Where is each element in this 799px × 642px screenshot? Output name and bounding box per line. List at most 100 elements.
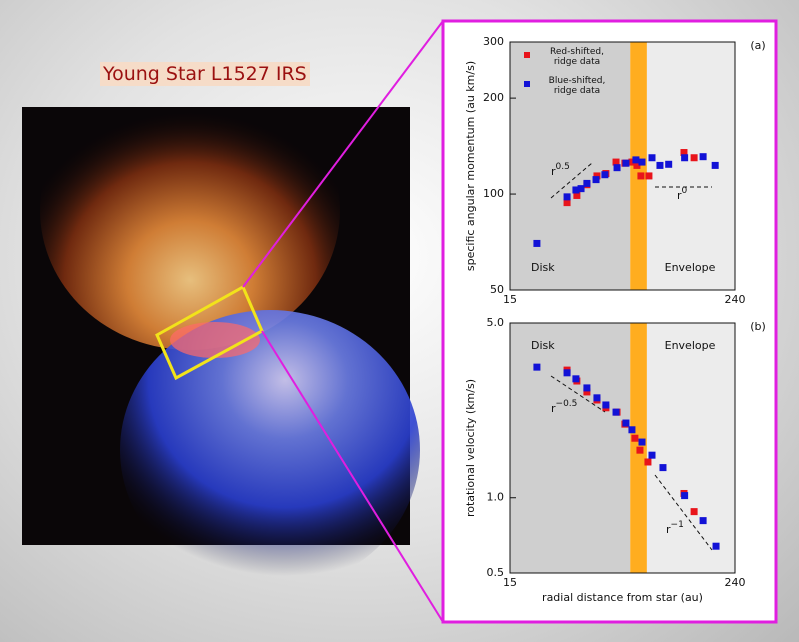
point (583, 388, 591, 396)
point (631, 434, 639, 442)
disk-region (510, 42, 631, 290)
point (699, 517, 707, 525)
y-tick-label: 300 (483, 35, 504, 48)
point (648, 154, 656, 162)
point (577, 185, 585, 193)
legend-label: Red-shifted, ridge data (550, 47, 604, 67)
y-tick-label: 200 (483, 91, 504, 104)
point (533, 239, 541, 247)
legend-swatch (524, 81, 530, 87)
zoom-line (242, 20, 444, 288)
annotation-exponent: −0.5 (556, 399, 578, 409)
point (612, 408, 620, 416)
x-tick-label: 15 (503, 576, 517, 589)
point (628, 426, 636, 434)
point (645, 172, 653, 180)
point (622, 159, 630, 167)
annotation: r0.5 (551, 162, 570, 179)
plot-frame (509, 322, 736, 574)
point (659, 464, 667, 472)
x-tick-label: 240 (725, 576, 746, 589)
point (622, 419, 630, 427)
region-label: Envelope (665, 339, 716, 352)
nebula-glow-bottom (120, 310, 420, 590)
region-label: Disk (531, 261, 555, 274)
nebula-glow-top (40, 70, 340, 350)
guide-line (654, 474, 713, 551)
annotation-base: r (677, 189, 682, 202)
point (681, 154, 689, 162)
point (563, 193, 571, 201)
guide-line (550, 162, 593, 199)
y-tick-label: 0.5 (487, 566, 505, 579)
annotation-base: r (551, 165, 556, 178)
point (633, 161, 641, 169)
point (665, 160, 673, 168)
point (712, 542, 720, 550)
point (533, 363, 541, 371)
annotation: r0 (677, 186, 688, 203)
y-axis-label: rotational velocity (km/s) (464, 379, 477, 517)
point (699, 153, 707, 161)
point (602, 401, 610, 409)
y-tick-label: 1.0 (487, 491, 505, 504)
point (632, 156, 640, 164)
point (648, 451, 656, 459)
point (637, 172, 645, 180)
point (563, 199, 571, 207)
point (680, 149, 688, 157)
annotation-base: r (666, 523, 671, 536)
point (628, 158, 636, 166)
point (690, 508, 698, 516)
nebula-core (170, 322, 260, 358)
legend-swatch (524, 52, 530, 58)
x-tick-label: 240 (725, 293, 746, 306)
point (644, 458, 652, 466)
point (613, 164, 621, 172)
point (593, 394, 601, 402)
guide-line (550, 375, 606, 413)
point (636, 446, 644, 454)
point (656, 161, 664, 169)
point (583, 179, 591, 187)
y-axis-label: specific angular momentum (au km/s) (464, 61, 477, 271)
point (690, 154, 698, 162)
region-label: Envelope (665, 261, 716, 274)
point (593, 172, 601, 180)
point (583, 384, 591, 392)
image-title: Young Star L1527 IRS (100, 62, 310, 86)
y-tick-label: 50 (490, 283, 504, 296)
zoom-line (261, 330, 444, 623)
annotation-exponent: 0.5 (556, 162, 570, 172)
point (592, 176, 600, 184)
point (612, 158, 620, 166)
x-axis-label: radial distance from star (au) (542, 591, 703, 604)
point (563, 369, 571, 377)
point (681, 492, 689, 500)
annotation-exponent: 0 (682, 186, 688, 196)
point (711, 161, 719, 169)
point (638, 438, 646, 446)
x-tick-label: 15 (503, 293, 517, 306)
y-tick-label: 100 (483, 187, 504, 200)
legend-label: Blue-shifted, ridge data (548, 76, 606, 96)
annotation: r−0.5 (551, 399, 577, 416)
panel-label: (a) (750, 39, 765, 52)
panel-label: (b) (750, 320, 766, 333)
point (601, 171, 609, 179)
point (638, 158, 646, 166)
point (572, 375, 580, 383)
disk-region (510, 323, 631, 573)
annotation: r−1 (666, 520, 684, 537)
region-label: Disk (531, 339, 555, 352)
point (573, 191, 581, 199)
y-tick-label: 5.0 (487, 316, 505, 329)
annotation-exponent: −1 (671, 520, 684, 530)
guides (550, 162, 713, 551)
plot-frame (509, 41, 736, 291)
point (572, 186, 580, 194)
envelope-region (646, 323, 735, 573)
annotation-base: r (551, 402, 556, 415)
